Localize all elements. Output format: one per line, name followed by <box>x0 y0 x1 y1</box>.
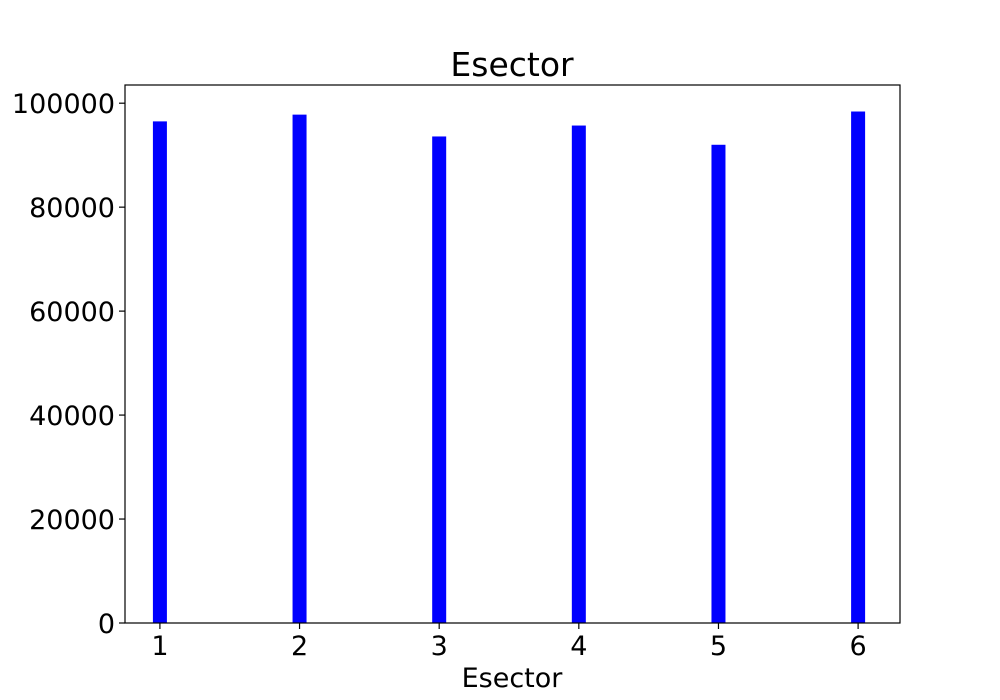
bar-5 <box>711 144 726 623</box>
bar-6 <box>851 111 866 624</box>
bar-1 <box>152 121 167 623</box>
y-tick-label: 80000 <box>29 193 115 224</box>
y-tick-label: 60000 <box>29 297 115 328</box>
x-axis-label: Esector <box>462 663 564 694</box>
y-tick-label: 20000 <box>29 505 115 536</box>
y-tick-label: 0 <box>98 609 115 640</box>
x-tick-label: 3 <box>431 631 448 662</box>
y-tick-label: 100000 <box>12 89 115 120</box>
chart-title: Esector <box>450 45 574 84</box>
bar-2 <box>292 114 307 624</box>
bars-group <box>152 111 866 624</box>
x-axis-ticks: 1 2 3 4 5 6 <box>151 623 867 662</box>
bar-3 <box>432 136 447 623</box>
plot-frame <box>124 84 901 624</box>
y-tick-label: 40000 <box>29 401 115 432</box>
x-tick-label: 1 <box>151 631 168 662</box>
x-tick-label: 5 <box>710 631 727 662</box>
x-tick-label: 4 <box>570 631 587 662</box>
x-tick-label: 6 <box>850 631 867 662</box>
x-tick-label: 2 <box>291 631 308 662</box>
y-axis-ticks: 0 20000 40000 60000 80000 100000 <box>12 89 125 640</box>
bar-4 <box>571 125 586 624</box>
